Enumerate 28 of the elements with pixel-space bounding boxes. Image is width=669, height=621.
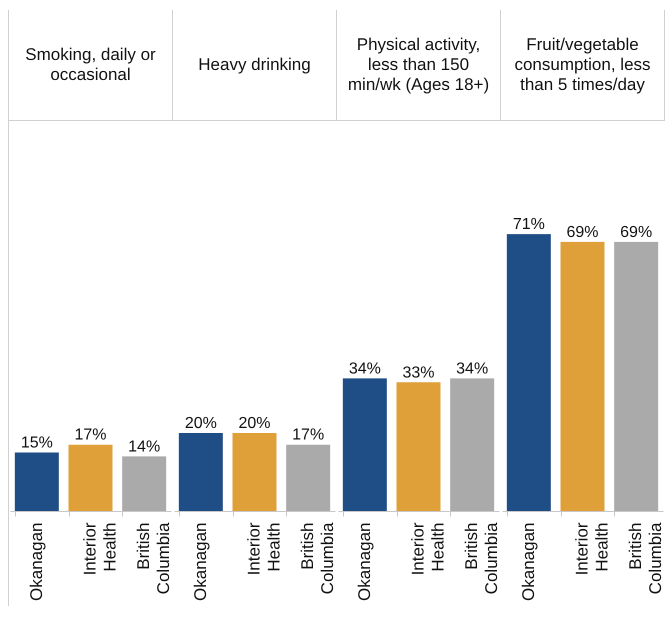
- x-tick-label: British Columbia: [134, 522, 174, 594]
- data-label: 17%: [74, 426, 107, 444]
- x-tick-label: Okanagan: [518, 522, 538, 601]
- x-tick-label: British Columbia: [626, 522, 666, 594]
- data-label: 20%: [238, 415, 271, 432]
- x-tick-label: Okanagan: [354, 522, 374, 601]
- data-label: 14%: [128, 438, 160, 456]
- data-label: 34%: [348, 360, 381, 378]
- x-tick-label: Interior Health: [408, 522, 448, 576]
- data-label: 17%: [292, 426, 324, 444]
- chart-title: Smoking, daily or occasional: [9, 10, 172, 121]
- data-label: 33%: [402, 364, 435, 382]
- x-tick-label: Interior Health: [80, 522, 120, 576]
- x-tick-label: Interior Health: [572, 522, 612, 576]
- chart-title: Fruit/vegetable consumption, less than 5 times/day: [501, 10, 664, 121]
- x-tick-label: Okanagan: [26, 522, 46, 601]
- x-tick-label: British Columbia: [462, 522, 502, 594]
- data-label: 71%: [512, 216, 545, 234]
- data-label: 20%: [184, 415, 217, 432]
- x-tick-label: Okanagan: [190, 522, 210, 601]
- data-label: 69%: [620, 224, 652, 241]
- data-label: 34%: [456, 360, 488, 378]
- x-tick-label: British Columbia: [298, 522, 338, 594]
- chart-title: Heavy drinking: [173, 10, 336, 121]
- data-label: 15%: [20, 434, 53, 452]
- chart-title: Physical activity, less than 150 min/wk (Ages 18+): [337, 10, 500, 121]
- x-tick-label: Interior Health: [244, 522, 284, 576]
- data-label: 69%: [566, 224, 599, 241]
